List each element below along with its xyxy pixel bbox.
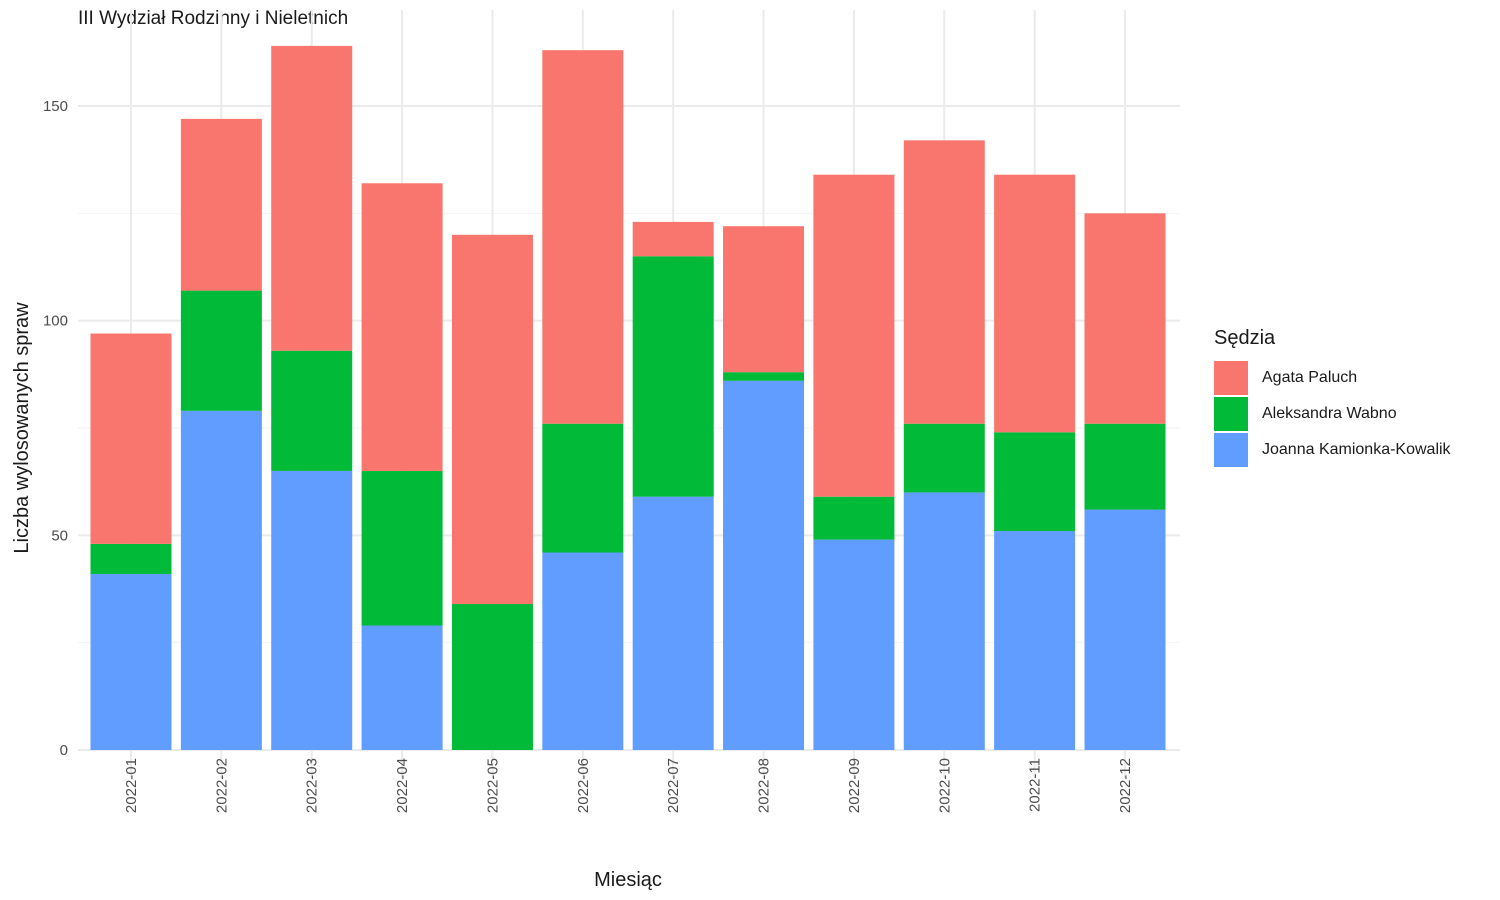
bar-segment — [994, 174, 1076, 433]
bar-segment — [632, 256, 714, 497]
bar-segment — [451, 604, 533, 750]
legend-label: Agata Paluch — [1262, 369, 1358, 386]
x-tick-label: 2022-02 — [213, 758, 230, 813]
y-axis-label: Liczba wylosowanych spraw — [11, 302, 33, 554]
bar-segment — [723, 372, 805, 381]
x-tick-label: 2022-11 — [1027, 758, 1044, 812]
legend-items: Agata Paluch Aleksandra Wabno Joanna Kamio… — [1214, 360, 1451, 468]
bar-segment — [813, 496, 895, 540]
y-tick-label: 0 — [60, 742, 68, 759]
bar-segment — [813, 539, 895, 750]
bar-segment — [632, 221, 714, 257]
legend-key — [1214, 361, 1248, 395]
legend: Sędzia Agata Paluch Aleksandra Wabno Joann… — [1214, 327, 1451, 468]
legend-key — [1214, 433, 1248, 467]
bar-segment — [90, 543, 172, 574]
x-tick-label: 2022-07 — [665, 758, 682, 813]
y-axis-ticks: 0 50 100 150 — [43, 98, 68, 759]
y-tick-label: 100 — [43, 313, 68, 330]
bar-segment — [180, 290, 262, 411]
legend-title: Sędzia — [1214, 327, 1276, 349]
legend-key — [1214, 397, 1248, 431]
bar-segment — [813, 174, 895, 497]
bar-segment — [723, 226, 805, 373]
x-axis-label: Miesiąc — [594, 869, 662, 891]
bar-segment — [994, 531, 1076, 750]
x-tick-label: 2022-03 — [304, 758, 321, 813]
bar-segment — [361, 470, 443, 626]
bar-segment — [903, 140, 985, 424]
bar-segment — [271, 470, 353, 750]
bar-segment — [90, 573, 172, 750]
x-tick-label: 2022-08 — [756, 758, 773, 813]
x-tick-label: 2022-10 — [936, 758, 953, 813]
bar-segment — [994, 432, 1076, 532]
y-tick-label: 150 — [43, 98, 68, 115]
x-tick-label: 2022-05 — [484, 758, 501, 813]
x-tick-label: 2022-01 — [123, 758, 140, 813]
bar-segment — [180, 410, 262, 750]
bar-segment — [90, 333, 172, 544]
bar-segment — [361, 625, 443, 750]
y-tick-label: 50 — [51, 527, 68, 544]
bar-segment — [1084, 423, 1166, 510]
bar-segment — [451, 234, 533, 605]
bar-segment — [542, 423, 624, 553]
x-tick-label: 2022-09 — [846, 758, 863, 813]
bar-segment — [361, 183, 443, 471]
legend-item: Aleksandra Wabno — [1214, 396, 1451, 432]
bar-segment — [542, 552, 624, 750]
x-tick-label: 2022-12 — [1117, 758, 1134, 813]
x-tick-label: 2022-04 — [394, 758, 411, 813]
chart-title: III Wydział Rodzinny i Nieletnich — [78, 8, 349, 29]
bar-segment — [271, 45, 353, 351]
x-axis-ticks: 2022-01 2022-02 2022-03 2022-04 2022-05 2022-… — [123, 758, 1134, 813]
legend-label: Joanna Kamionka-Kowalik — [1262, 441, 1451, 458]
bar-segment — [1084, 213, 1166, 424]
bar-segment — [1084, 509, 1166, 750]
bars — [90, 45, 1166, 750]
bar-segment — [903, 492, 985, 750]
legend-item: Agata Paluch — [1214, 360, 1451, 396]
bar-segment — [723, 380, 805, 750]
bar-segment — [632, 496, 714, 750]
legend-label: Aleksandra Wabno — [1262, 405, 1397, 422]
bar-segment — [542, 50, 624, 424]
bar-segment — [271, 350, 353, 471]
legend-item: Joanna Kamionka-Kowalik — [1214, 432, 1451, 468]
x-tick-label: 2022-06 — [575, 758, 592, 813]
bar-segment — [180, 118, 262, 291]
bar-segment — [903, 423, 985, 493]
